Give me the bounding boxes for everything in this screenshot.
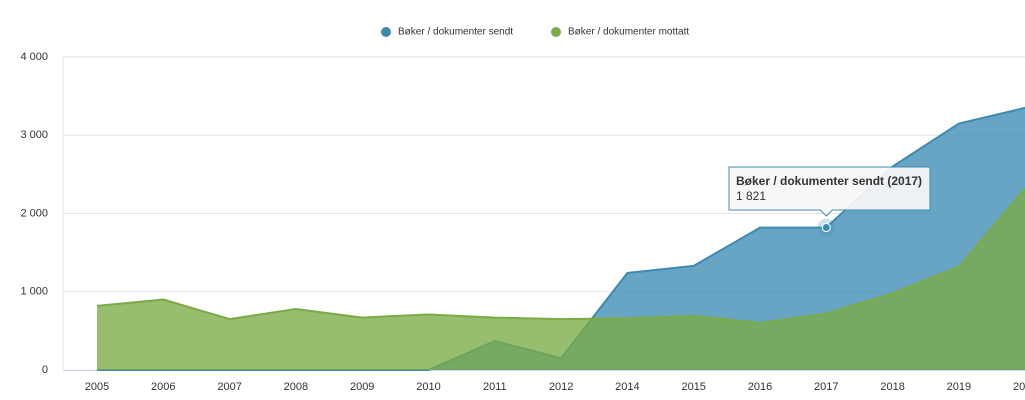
legend-label[interactable]: Bøker / dokumenter mottatt bbox=[568, 27, 689, 38]
x-tick-label: 2006 bbox=[151, 381, 175, 393]
x-tick-label: 2008 bbox=[284, 381, 308, 393]
x-tick-label: 2007 bbox=[217, 381, 241, 393]
y-tick-label: 4 000 bbox=[20, 51, 48, 63]
x-tick-label: 2014 bbox=[615, 381, 639, 393]
x-tick-label: 2009 bbox=[350, 381, 374, 393]
x-tick-label: 2017 bbox=[814, 381, 838, 393]
x-tick-label: 2020 bbox=[1013, 381, 1025, 393]
hover-point bbox=[821, 223, 831, 233]
series-area bbox=[97, 188, 1025, 370]
tooltip-box bbox=[728, 166, 931, 217]
legend-label[interactable]: Bøker / dokumenter sendt bbox=[398, 27, 513, 38]
y-tick-label: 3 000 bbox=[20, 129, 48, 141]
x-tick-label: 2012 bbox=[549, 381, 573, 393]
series-line bbox=[96, 187, 1025, 325]
x-tick-label: 2019 bbox=[947, 381, 971, 393]
legend-marker bbox=[551, 27, 561, 37]
tooltip-title: Bøker / dokumenter sendt (2017) bbox=[736, 174, 922, 188]
series-area bbox=[97, 107, 1025, 370]
tooltip-value: 1 821 bbox=[736, 189, 766, 203]
x-tick-label: 2015 bbox=[681, 381, 705, 393]
x-tick-label: 2005 bbox=[85, 381, 109, 393]
x-tick-label: 2018 bbox=[880, 381, 904, 393]
x-tick-label: 2010 bbox=[416, 381, 440, 393]
x-tick-label: 2016 bbox=[748, 381, 772, 393]
x-tick-label: 2011 bbox=[483, 381, 507, 393]
legend-marker bbox=[381, 27, 391, 37]
y-tick-label: 2 000 bbox=[20, 207, 48, 219]
y-tick-label: 1 000 bbox=[20, 286, 48, 298]
y-tick-label: 0 bbox=[42, 364, 48, 376]
